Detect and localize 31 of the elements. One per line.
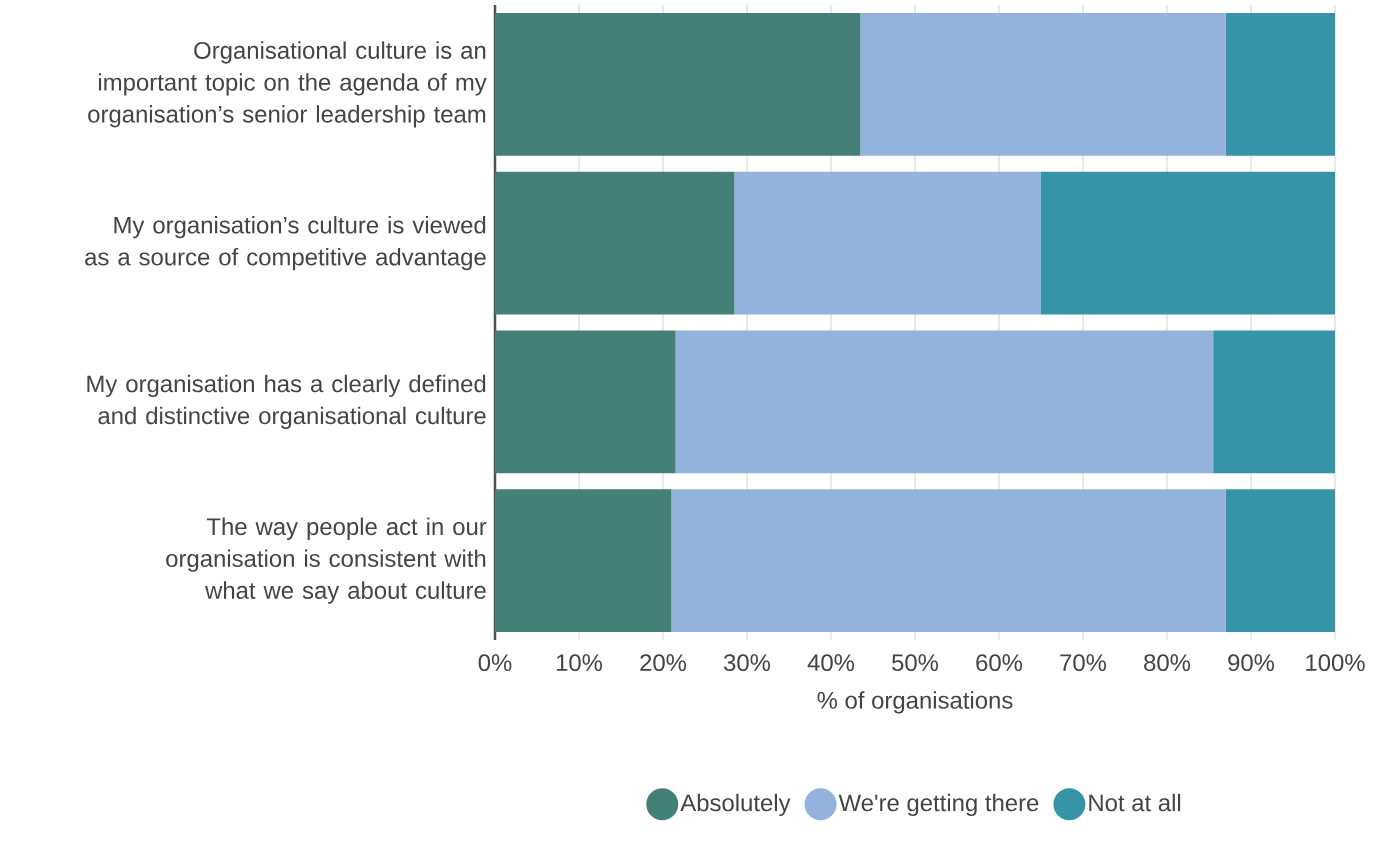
- x-tick-label: 60%: [976, 654, 1023, 672]
- legend-label: Absolutely: [680, 793, 791, 817]
- y-tick-label: The way people act in our organisation is consistent with what we say about culture: [166, 517, 487, 604]
- bar: [495, 489, 672, 633]
- bar: [495, 330, 676, 474]
- x-tick-label: 40%: [807, 654, 855, 672]
- y-tick-label: Organisational culture is an important topic on the agenda of my organisation’s senior leadership team: [88, 41, 487, 128]
- bar: [860, 12, 1226, 156]
- bar: [495, 12, 861, 156]
- bar: [1041, 171, 1336, 315]
- y-tick-label: My organisation has a clearly defined and distinctive organisational culture: [87, 374, 486, 429]
- bar: [734, 171, 1042, 315]
- y-tick-label: My organisation’s culture is viewed as a source of competitive advantage: [85, 216, 486, 271]
- x-tick-label: 50%: [892, 654, 939, 672]
- x-tick-label: 10%: [556, 654, 603, 672]
- legend-label: Not at all: [1089, 793, 1181, 812]
- x-tick-label: 20%: [640, 654, 687, 672]
- bar: [1225, 489, 1336, 633]
- x-tick-label: 30%: [723, 654, 771, 672]
- x-tick-label: 100%: [1306, 654, 1365, 672]
- bar: [671, 489, 1226, 633]
- x-tick-label: 70%: [1060, 654, 1107, 672]
- bar: [1213, 330, 1336, 474]
- x-tick-label: 90%: [1228, 654, 1275, 672]
- bar: [675, 330, 1214, 474]
- x-tick-label: 0%: [478, 654, 512, 672]
- x-tick-label: 80%: [1144, 654, 1191, 672]
- legend-label: We're getting there: [838, 793, 1039, 817]
- bar: [1225, 12, 1336, 156]
- x-axis-title: % of organisations: [817, 691, 1013, 714]
- bar: [495, 171, 735, 315]
